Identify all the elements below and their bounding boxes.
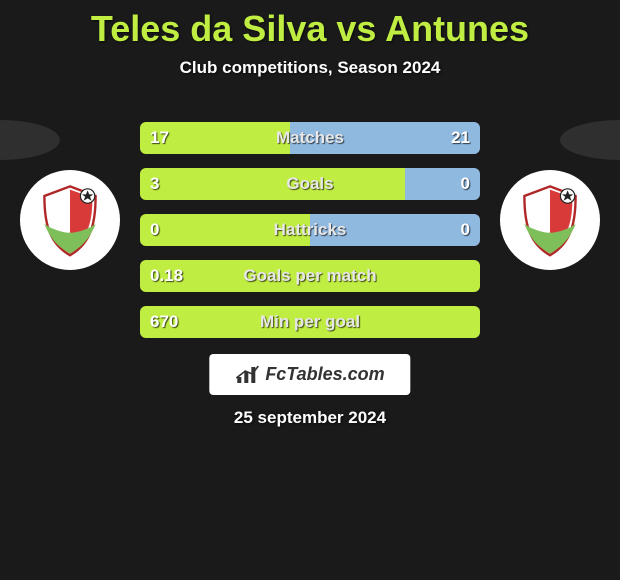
stat-row: 0.18Goals per match [140,260,480,292]
stat-row: 30Goals [140,168,480,200]
snapshot-date: 25 september 2024 [0,408,620,428]
page-subtitle: Club competitions, Season 2024 [0,58,620,78]
bar-chart-icon [235,365,259,385]
player-shadow-left [0,120,60,160]
comparison-bars: 1721Matches 30Goals 00Hattricks 0.18Goals p… [140,122,480,338]
stat-row: 1721Matches [140,122,480,154]
watermark-badge: FcTables.com [209,354,410,395]
watermark-text: FcTables.com [265,364,384,385]
player-shadow-right [560,120,620,160]
club-badge-left [20,170,120,270]
stat-label: Matches [140,122,480,154]
stat-row: 670Min per goal [140,306,480,338]
page-title: Teles da Silva vs Antunes [0,0,620,50]
stat-label: Min per goal [140,306,480,338]
club-badge-right [500,170,600,270]
stat-label: Goals [140,168,480,200]
stat-row: 00Hattricks [140,214,480,246]
shield-icon [510,180,590,260]
stat-label: Hattricks [140,214,480,246]
shield-icon [30,180,110,260]
stat-label: Goals per match [140,260,480,292]
